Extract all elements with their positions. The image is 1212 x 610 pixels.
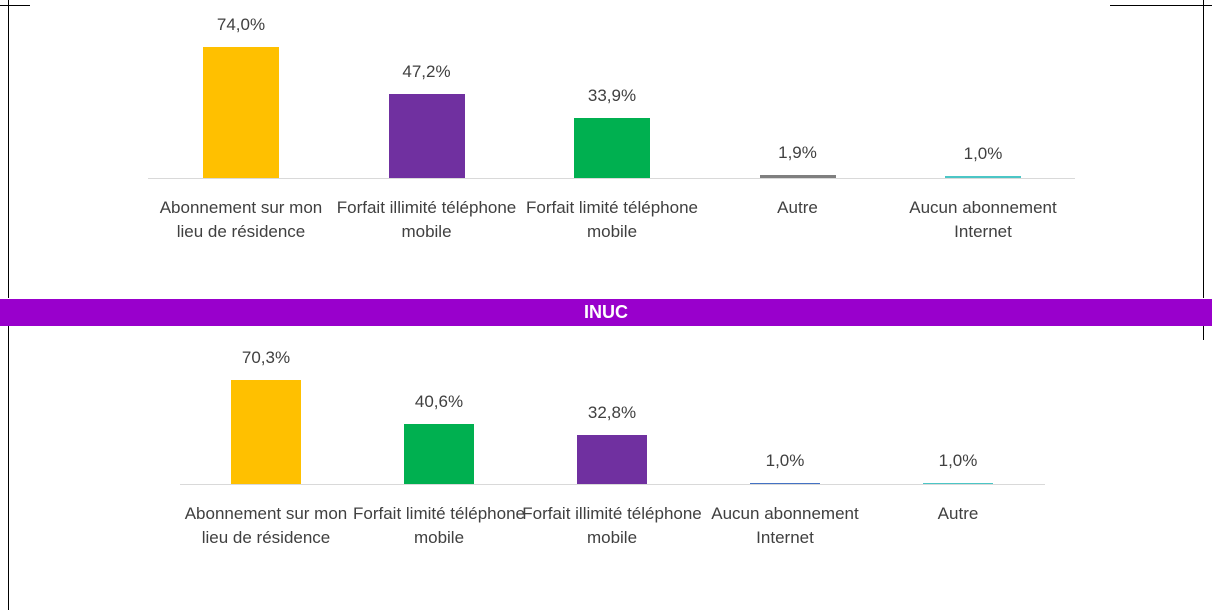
bar xyxy=(404,423,474,484)
axis-line xyxy=(180,484,1045,485)
frame-line xyxy=(1110,5,1212,6)
value-label: 1,9% xyxy=(778,142,817,162)
category-label: Forfait limité téléphone mobile xyxy=(526,198,698,241)
chart-title: INUC xyxy=(0,299,1212,326)
axis-line xyxy=(148,178,1075,179)
value-label: 1,0% xyxy=(765,450,805,470)
category-label: Forfait illimité téléphone mobile xyxy=(336,198,517,241)
category-label: Forfait limité téléphone mobile xyxy=(353,504,525,547)
frame-line xyxy=(8,326,9,610)
frame-line xyxy=(8,0,9,298)
value-label: 33,9% xyxy=(587,85,637,105)
category-label: Aucun abonnement Internet xyxy=(909,198,1057,241)
category-label: Aucun abonnement Internet xyxy=(711,504,859,547)
value-label: 47,2% xyxy=(402,62,451,82)
bar xyxy=(945,176,1021,178)
value-label: 40,6% xyxy=(414,391,464,411)
value-label: 1,0% xyxy=(938,450,978,470)
category-label: Forfait illimité téléphone mobile xyxy=(522,504,702,547)
value-label: 70,3% xyxy=(241,347,291,367)
bar xyxy=(750,482,820,484)
frame-line xyxy=(1203,326,1204,340)
category-label: Abonnement sur mon lieu de résidence xyxy=(159,198,323,241)
bar xyxy=(203,47,279,178)
frame-line xyxy=(1203,0,1204,298)
value-label: 74,0% xyxy=(216,15,266,35)
bar xyxy=(923,482,993,484)
category-label: Autre xyxy=(937,504,979,523)
bar xyxy=(574,117,650,178)
bar xyxy=(388,94,465,178)
frame-line xyxy=(0,5,30,6)
category-label: Autre xyxy=(777,198,818,217)
bar xyxy=(231,379,301,484)
category-label: Abonnement sur mon lieu de résidence xyxy=(184,504,348,547)
bar xyxy=(759,174,836,178)
value-label: 1,0% xyxy=(963,144,1003,164)
bar xyxy=(577,435,647,484)
value-label: 32,8% xyxy=(587,403,637,423)
